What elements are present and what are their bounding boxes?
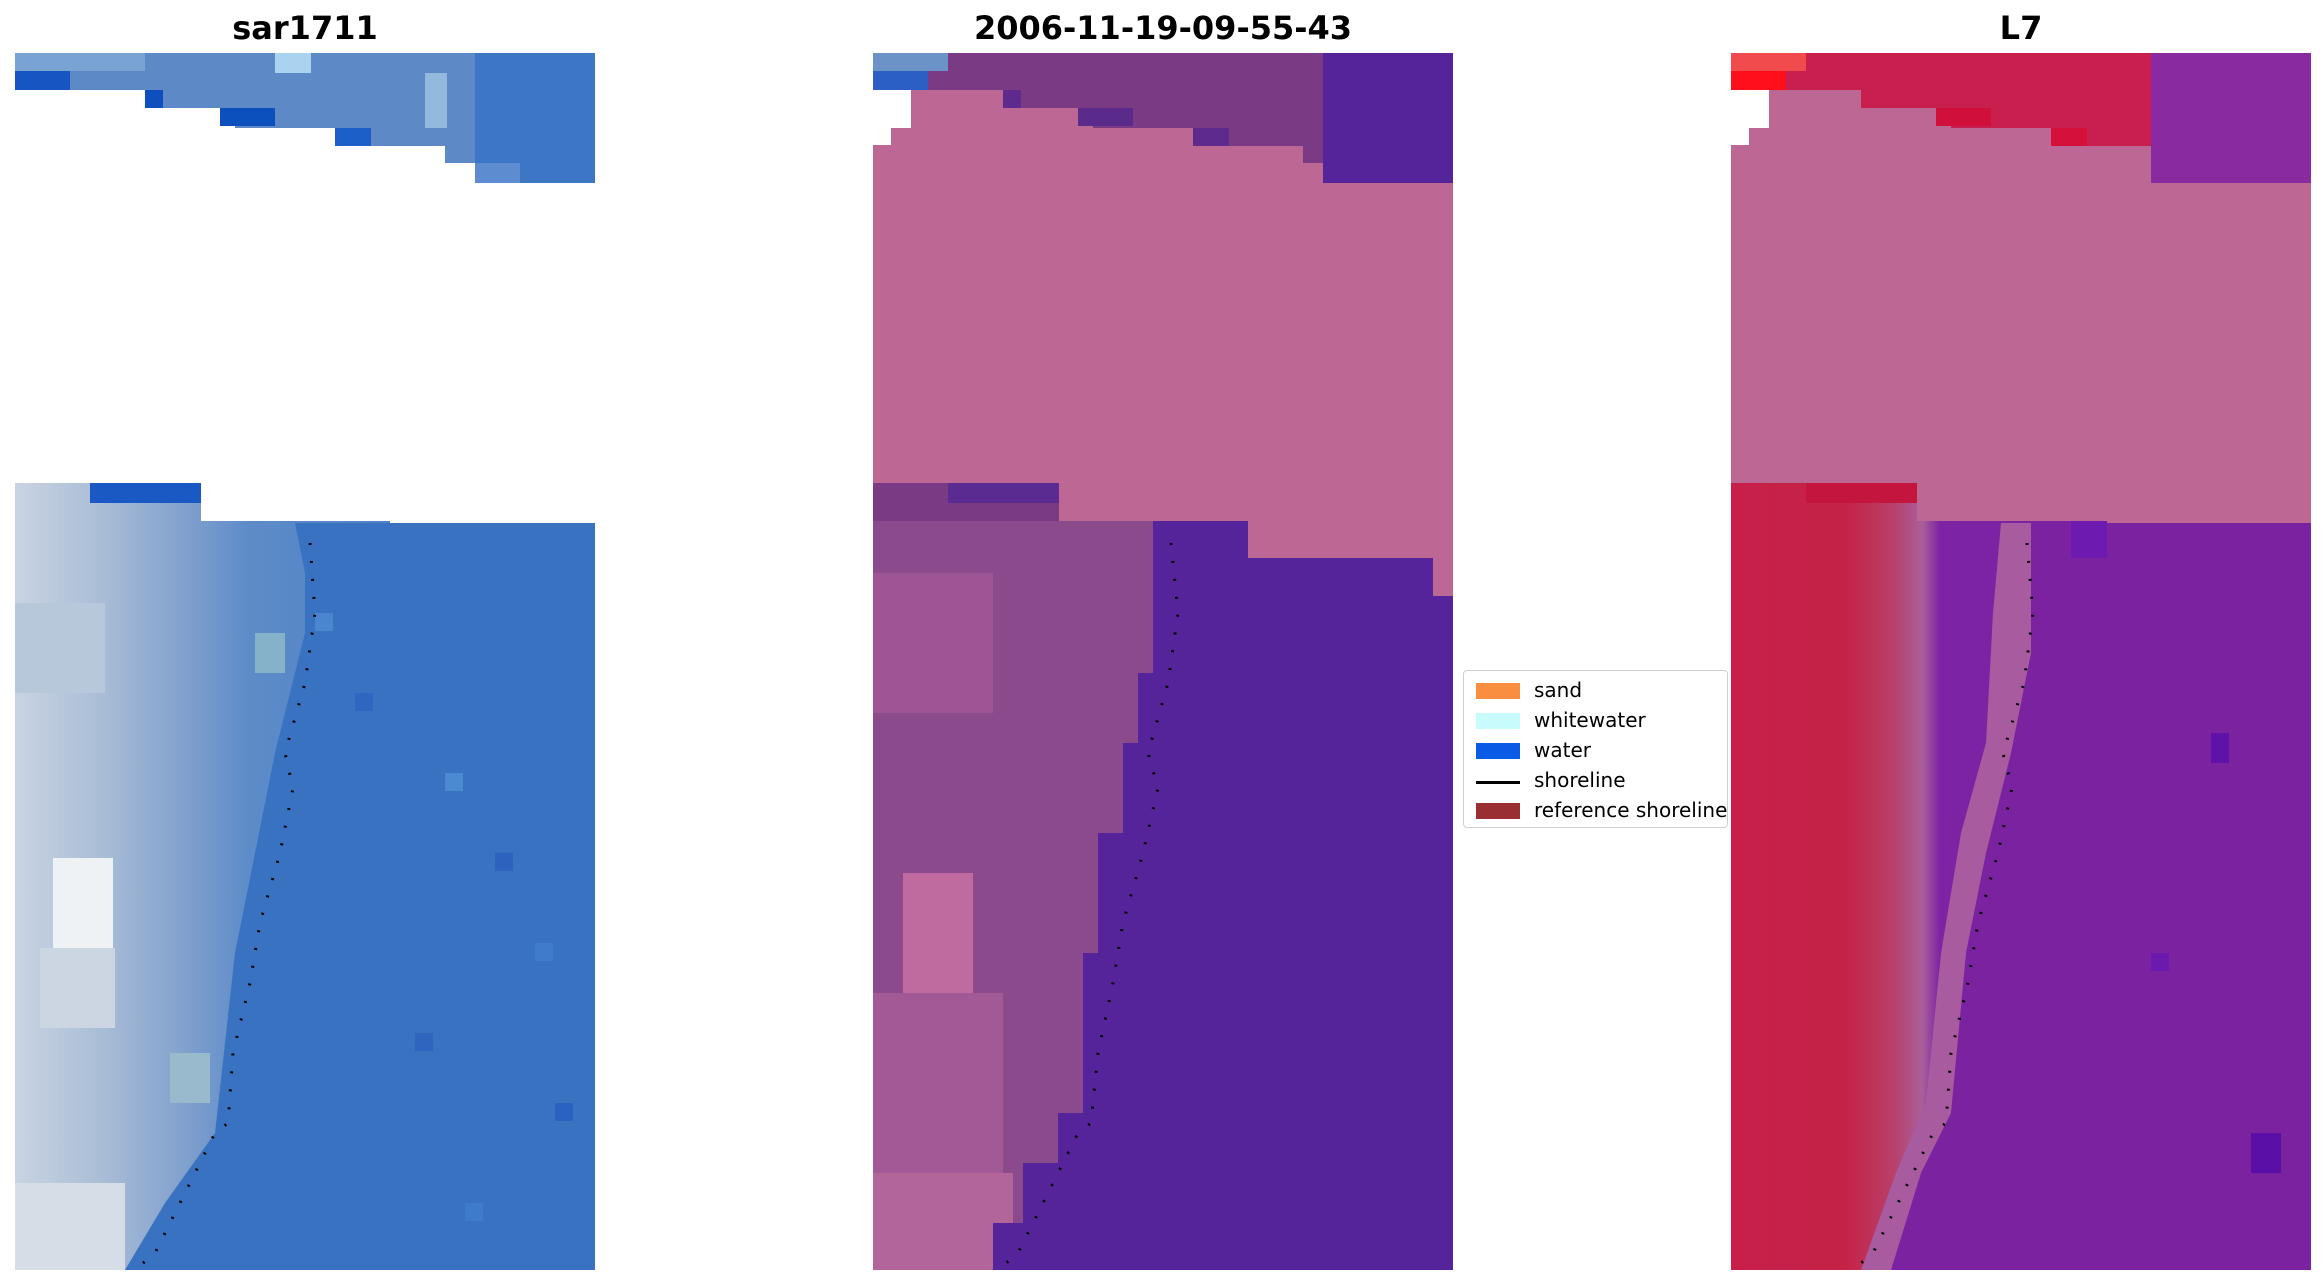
l7-image — [1731, 53, 2311, 1270]
classified-image — [873, 53, 1453, 1270]
rgb-top-strip — [15, 53, 595, 183]
l7-image-svg — [1731, 53, 2311, 1270]
legend-item-reference-shoreline: reference shoreline — [1470, 795, 1728, 823]
class-land-top — [873, 90, 1453, 596]
legend-label: whitewater — [1534, 708, 1646, 732]
water-swatch-icon — [1476, 743, 1520, 759]
class-water — [993, 521, 1453, 1270]
panel-title-sensor: L7 — [1999, 9, 2043, 47]
class-top-band — [873, 53, 1453, 183]
rgb-image-svg — [15, 53, 595, 1270]
legend: sand whitewater water shoreline referenc… — [1463, 670, 1728, 828]
panel-title-rgb: sar1711 — [232, 9, 378, 47]
legend-item-whitewater: whitewater — [1470, 705, 1725, 733]
reference-shoreline-swatch-icon — [1476, 803, 1520, 819]
legend-item-sand: sand — [1470, 675, 1725, 703]
sand-swatch-icon — [1476, 683, 1520, 699]
rgb-bottom-section — [15, 483, 595, 1270]
legend-label: sand — [1534, 678, 1583, 702]
classified-image-svg — [873, 53, 1453, 1270]
shoreline-line-icon — [1476, 781, 1520, 784]
legend-label: reference shoreline — [1534, 798, 1728, 822]
l7-land-top — [1731, 90, 2311, 596]
legend-label: shoreline — [1534, 768, 1626, 792]
rgb-satellite-image — [15, 53, 595, 1270]
legend-item-water: water — [1470, 735, 1725, 763]
legend-item-shoreline: shoreline — [1470, 765, 1725, 793]
whitewater-swatch-icon — [1476, 713, 1520, 729]
panel-title-date: 2006-11-19-09-55-43 — [973, 9, 1353, 47]
legend-label: water — [1534, 738, 1591, 762]
